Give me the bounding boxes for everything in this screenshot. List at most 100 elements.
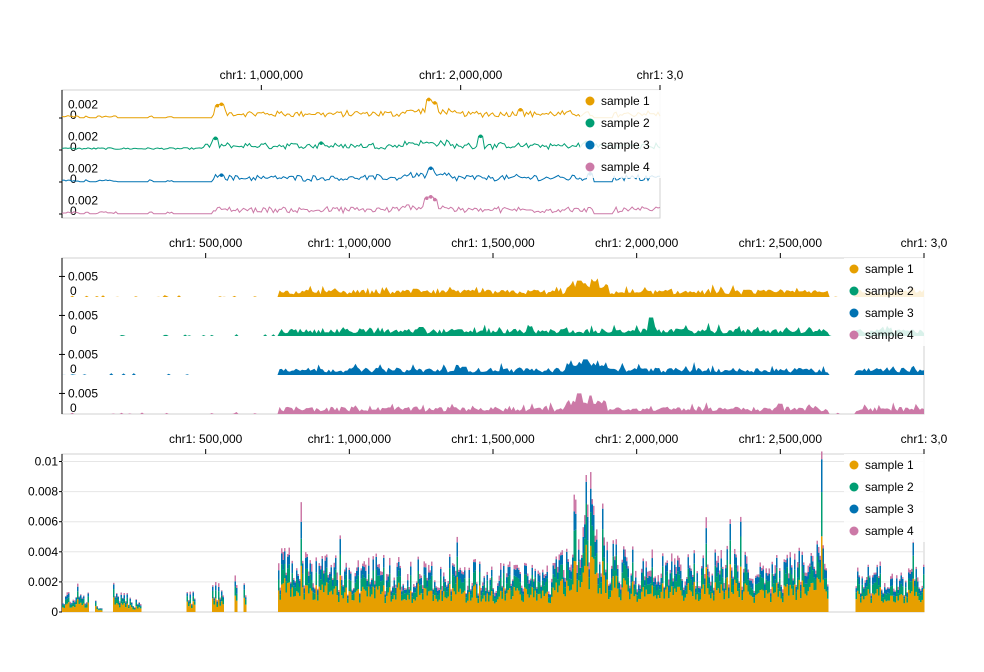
bar-segment-sample-1 (489, 595, 491, 612)
bar-segment-sample-1 (687, 583, 689, 612)
bar-segment-sample-3 (278, 570, 280, 580)
bar-segment-sample-2 (788, 585, 790, 596)
bar-segment-sample-4 (423, 561, 425, 568)
bar-segment-sample-1 (827, 598, 829, 612)
bar-segment-sample-3 (123, 595, 125, 599)
bar-segment-sample-4 (194, 598, 196, 600)
bar-segment-sample-2 (863, 592, 865, 600)
bar-segment-sample-2 (525, 574, 527, 589)
bar-segment-sample-3 (705, 528, 707, 544)
bar-segment-sample-1 (756, 593, 758, 612)
bar-segment-sample-4 (518, 567, 520, 570)
bar-segment-sample-2 (98, 609, 100, 611)
bar-segment-sample-4 (503, 563, 505, 566)
bar-segment-sample-2 (555, 567, 557, 583)
bar-segment-sample-2 (888, 593, 890, 601)
bar-segment-sample-3 (588, 569, 590, 578)
bar-segment-sample-2 (443, 582, 445, 592)
bar-segment-sample-4 (474, 558, 476, 563)
bar-segment-sample-1 (684, 597, 686, 612)
bar-segment-sample-2 (384, 597, 386, 604)
bar-segment-sample-2 (779, 578, 781, 592)
bar-segment-sample-4 (602, 503, 604, 509)
bar-segment-sample-2 (611, 578, 613, 591)
bar-segment-sample-1 (365, 590, 367, 612)
bar-segment-sample-3 (236, 588, 238, 594)
bar-segment-sample-1 (186, 601, 188, 612)
bar-segment-sample-4 (500, 562, 502, 570)
bar-segment-sample-4 (447, 580, 449, 584)
bar-segment-sample-4 (486, 571, 488, 575)
bar-segment-sample-4 (612, 540, 614, 544)
legend-entry: sample 4 (865, 524, 914, 538)
bar-segment-sample-1 (78, 603, 80, 612)
bar-segment-sample-4 (305, 552, 307, 559)
bar-segment-sample-4 (467, 585, 469, 591)
bar-segment-sample-3 (542, 572, 544, 581)
bar-segment-sample-1 (80, 602, 82, 612)
bar-segment-sample-3 (306, 556, 308, 569)
bar-segment-sample-3 (122, 598, 124, 602)
bar-segment-sample-1 (534, 590, 536, 612)
bar-segment-sample-2 (864, 588, 866, 597)
bar-segment-sample-1 (869, 593, 871, 612)
bar-segment-sample-3 (723, 588, 725, 593)
bar-segment-sample-4 (540, 585, 542, 587)
bar-segment-sample-3 (894, 591, 896, 597)
legend-marker (849, 504, 859, 514)
bar-segment-sample-1 (131, 607, 133, 612)
bar-segment-sample-1 (317, 600, 319, 612)
bar-segment-sample-2 (809, 574, 811, 587)
bar-segment-sample-2 (417, 571, 419, 584)
bar-segment-sample-1 (720, 584, 722, 612)
bar-segment-sample-4 (548, 591, 550, 594)
bar-segment-sample-4 (761, 567, 763, 571)
bar-segment-sample-4 (779, 568, 781, 571)
bar-segment-sample-3 (80, 595, 82, 599)
bar-segment-sample-3 (327, 577, 329, 584)
bar-segment-sample-4 (492, 588, 494, 590)
bar-segment-sample-3 (117, 597, 119, 600)
bar-segment-sample-1 (360, 591, 362, 612)
bar-segment-sample-3 (680, 570, 682, 579)
bar-segment-sample-1 (888, 600, 890, 612)
bar-segment-sample-1 (738, 597, 740, 612)
bar-segment-sample-2 (509, 574, 511, 589)
bar-segment-sample-4 (494, 592, 496, 597)
bar-segment-sample-2 (585, 503, 587, 545)
bar-segment-sample-1 (611, 590, 613, 612)
bar-segment-sample-4 (341, 575, 343, 581)
bar-segment-sample-3 (405, 589, 407, 593)
bar-segment-sample-2 (881, 594, 883, 602)
bar-segment-sample-4 (285, 572, 287, 576)
bar-segment-sample-1 (593, 558, 595, 612)
bar-segment-sample-4 (140, 604, 142, 606)
bar-segment-sample-3 (584, 524, 586, 539)
bar-segment-sample-3 (521, 587, 523, 594)
bar-segment-sample-2 (468, 578, 470, 592)
bar-segment-sample-1 (878, 595, 880, 612)
bar-segment-sample-3 (404, 589, 406, 594)
x-tick-label: chr1: 1,000,000 (220, 68, 304, 82)
bar-segment-sample-4 (536, 586, 538, 589)
bar-segment-sample-3 (740, 521, 742, 537)
bar-segment-sample-1 (65, 604, 67, 612)
bar-segment-sample-1 (602, 561, 604, 612)
bar-segment-sample-4 (624, 549, 626, 557)
bar-segment-sample-2 (726, 559, 728, 578)
bar-segment-sample-3 (113, 584, 115, 590)
bar-segment-sample-4 (591, 499, 593, 505)
bar-segment-sample-2 (539, 582, 541, 594)
bar-segment-sample-4 (813, 566, 815, 569)
bar-segment-sample-2 (459, 578, 461, 589)
bar-segment-sample-1 (293, 596, 295, 612)
bar-segment-sample-3 (192, 592, 194, 597)
bar-segment-sample-4 (618, 581, 620, 583)
bar-segment-sample-1 (696, 594, 698, 612)
bar-segment-sample-4 (789, 552, 791, 558)
bar-segment-sample-1 (680, 590, 682, 612)
bar-segment-sample-3 (920, 590, 922, 596)
bar-segment-sample-1 (389, 587, 391, 612)
bar-segment-sample-2 (737, 578, 739, 591)
bar-segment-sample-4 (608, 584, 610, 586)
